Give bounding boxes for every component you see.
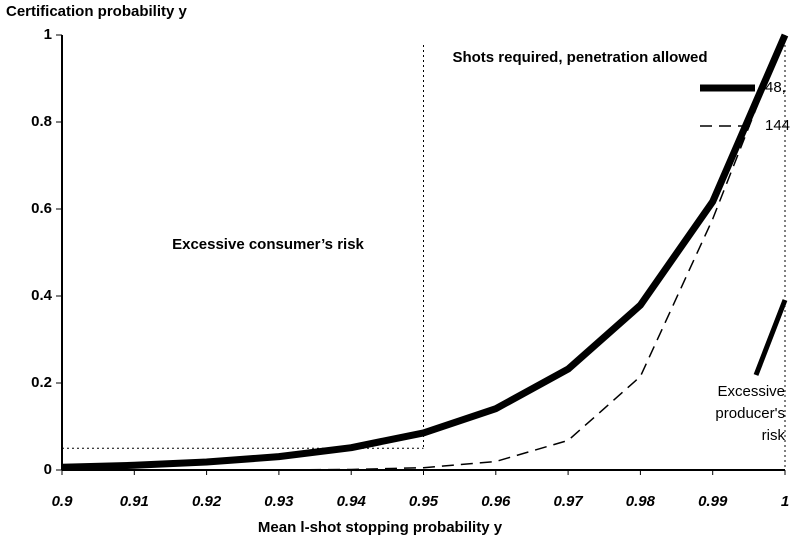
annotation-arrow — [753, 299, 788, 376]
x-tick-label: 0.93 — [264, 493, 294, 510]
annotation: Excessive — [717, 383, 785, 400]
x-tick-label: 0.9 — [52, 493, 74, 510]
x-tick-label: 0.92 — [192, 493, 222, 510]
chart-title: Certification probability y — [6, 3, 188, 20]
legend-label: 48, 0 — [765, 79, 790, 96]
y-tick-label: 0.2 — [31, 374, 52, 391]
legend-title: Shots required, penetration allowed — [452, 49, 707, 66]
x-tick-label: 0.97 — [553, 493, 583, 510]
annotation: producer's — [715, 405, 785, 422]
x-tick-label: 0.99 — [698, 493, 728, 510]
x-axis-label: Mean l-shot stopping probability y — [258, 519, 503, 536]
y-tick-label: 0.4 — [31, 287, 53, 304]
series-line — [62, 34, 786, 471]
legend-label: 144, 1 — [765, 117, 790, 134]
y-tick-label: 1 — [44, 26, 52, 43]
annotation: risk — [762, 427, 786, 444]
x-tick-label: 1 — [781, 493, 789, 510]
y-tick-label: 0.6 — [31, 200, 52, 217]
y-tick-label: 0 — [44, 461, 52, 478]
x-tick-label: 0.91 — [120, 493, 149, 510]
x-tick-label: 0.95 — [409, 493, 439, 510]
series-line — [61, 33, 789, 471]
x-tick-label: 0.96 — [481, 493, 511, 510]
x-tick-label: 0.98 — [626, 493, 656, 510]
y-tick-label: 0.8 — [31, 113, 52, 130]
annotation: Excessive consumer’s risk — [172, 236, 364, 253]
x-tick-label: 0.94 — [337, 493, 367, 510]
